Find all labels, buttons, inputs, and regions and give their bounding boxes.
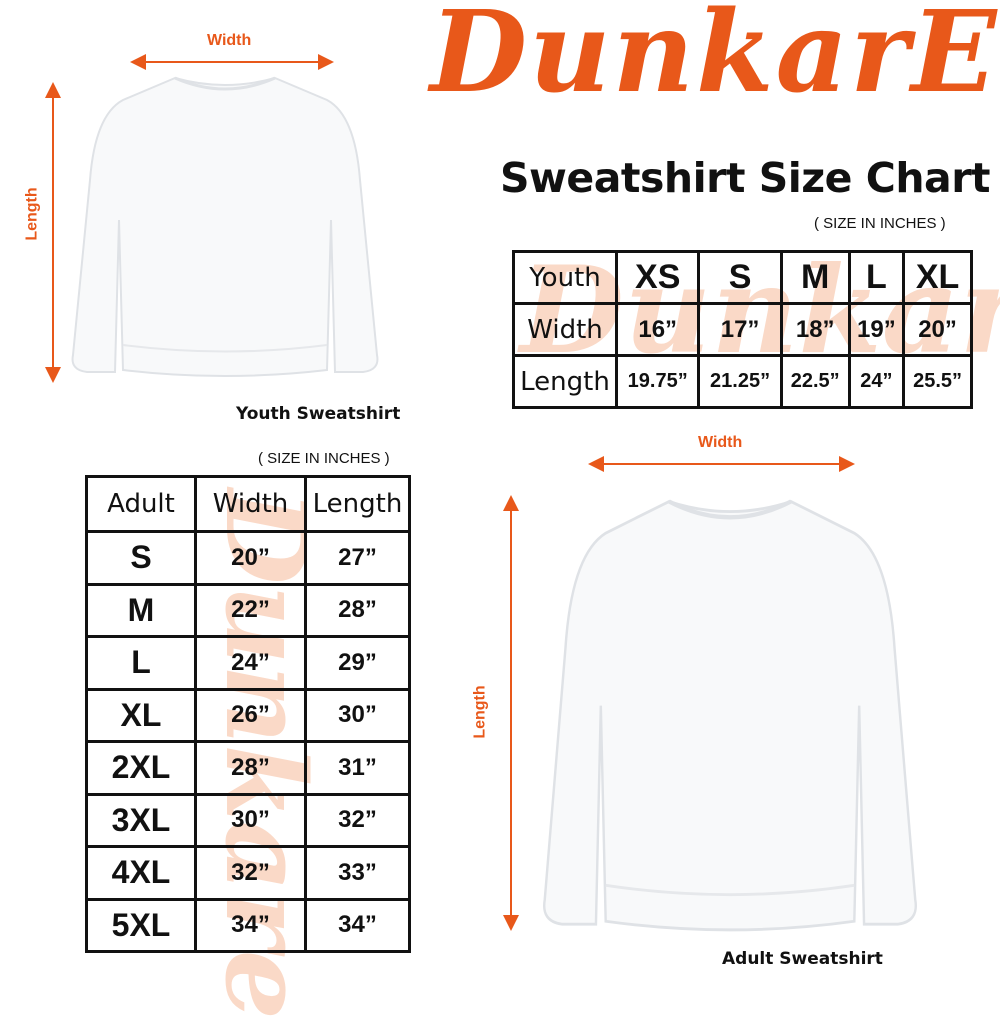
adult-length-label: Length	[471, 685, 489, 739]
table-row: S 20” 27”	[85, 530, 411, 586]
table-row: M 22” 28”	[85, 582, 411, 638]
table-cell: 20”	[902, 302, 973, 357]
youth-units-note: ( SIZE IN INCHES )	[814, 215, 946, 232]
row-label: XL	[85, 687, 197, 743]
table-header-row: Adult Width Length	[85, 475, 411, 533]
table-cell: 22”	[194, 582, 307, 638]
adult-units-note: ( SIZE IN INCHES )	[258, 450, 390, 467]
table-cell: 17”	[697, 302, 783, 357]
row-label: 2XL	[85, 740, 197, 796]
table-cell: 33”	[304, 845, 411, 901]
page-title: Sweatshirt Size Chart	[500, 154, 991, 202]
youth-caption: Youth Sweatshirt	[236, 404, 401, 424]
table-cell: 31”	[304, 740, 411, 796]
header-cell: XS	[614, 250, 701, 305]
header-cell: XL	[902, 250, 973, 305]
table-cell: 21.25”	[697, 354, 783, 409]
table-cell: 30”	[304, 687, 411, 743]
row-label: Length	[512, 354, 618, 409]
table-cell: 27”	[304, 530, 411, 586]
row-label: L	[85, 635, 197, 691]
table-cell: 19.75”	[614, 354, 701, 409]
table-cell: 30”	[194, 792, 307, 848]
header-cell: M	[779, 250, 851, 305]
table-row: 2XL 28” 31”	[85, 740, 411, 796]
adult-sweatshirt-image	[535, 490, 925, 950]
table-cell: 20”	[194, 530, 307, 586]
header-cell: Adult	[85, 475, 197, 533]
table-cell: 34”	[194, 897, 307, 953]
table-cell: 22.5”	[779, 354, 851, 409]
table-row: XL 26” 30”	[85, 687, 411, 743]
row-label: M	[85, 582, 197, 638]
adult-caption: Adult Sweatshirt	[722, 949, 883, 969]
table-row: 4XL 32” 33”	[85, 845, 411, 901]
row-label: 4XL	[85, 845, 197, 901]
adult-size-table: Adult Width Length S 20” 27” M 22” 28” L 24” 29”…	[85, 475, 411, 953]
row-label: 5XL	[85, 897, 197, 953]
table-cell: 29”	[304, 635, 411, 691]
header-cell: L	[847, 250, 906, 305]
table-cell: 24”	[847, 354, 906, 409]
adult-width-label: Width	[698, 434, 743, 451]
youth-size-table: Youth XS S M L XL Width 16” 17” 18” 19” …	[512, 250, 973, 409]
row-label: S	[85, 530, 197, 586]
table-row: 3XL 30” 32”	[85, 792, 411, 848]
youth-length-label: Length	[23, 187, 41, 241]
table-row: Length 19.75” 21.25” 22.5” 24” 25.5”	[512, 354, 973, 409]
table-cell: 25.5”	[902, 354, 973, 409]
table-row: 5XL 34” 34”	[85, 897, 411, 953]
table-cell: 26”	[194, 687, 307, 743]
row-label: 3XL	[85, 792, 197, 848]
table-cell: 28”	[194, 740, 307, 796]
table-cell: 28”	[304, 582, 411, 638]
table-cell: 18”	[779, 302, 851, 357]
table-cell: 34”	[304, 897, 411, 953]
table-cell: 19”	[847, 302, 906, 357]
brand-logo: DunkarE	[430, 0, 999, 118]
table-cell: 16”	[614, 302, 701, 357]
table-row: L 24” 29”	[85, 635, 411, 691]
header-cell: Length	[304, 475, 411, 533]
table-header-row: Youth XS S M L XL	[512, 250, 973, 305]
header-cell: Width	[194, 475, 307, 533]
table-cell: 32”	[304, 792, 411, 848]
header-cell: S	[697, 250, 783, 305]
row-label: Width	[512, 302, 618, 357]
header-cell: Youth	[512, 250, 618, 305]
table-row: Width 16” 17” 18” 19” 20”	[512, 302, 973, 357]
table-cell: 32”	[194, 845, 307, 901]
table-cell: 24”	[194, 635, 307, 691]
youth-width-label: Width	[207, 32, 252, 49]
